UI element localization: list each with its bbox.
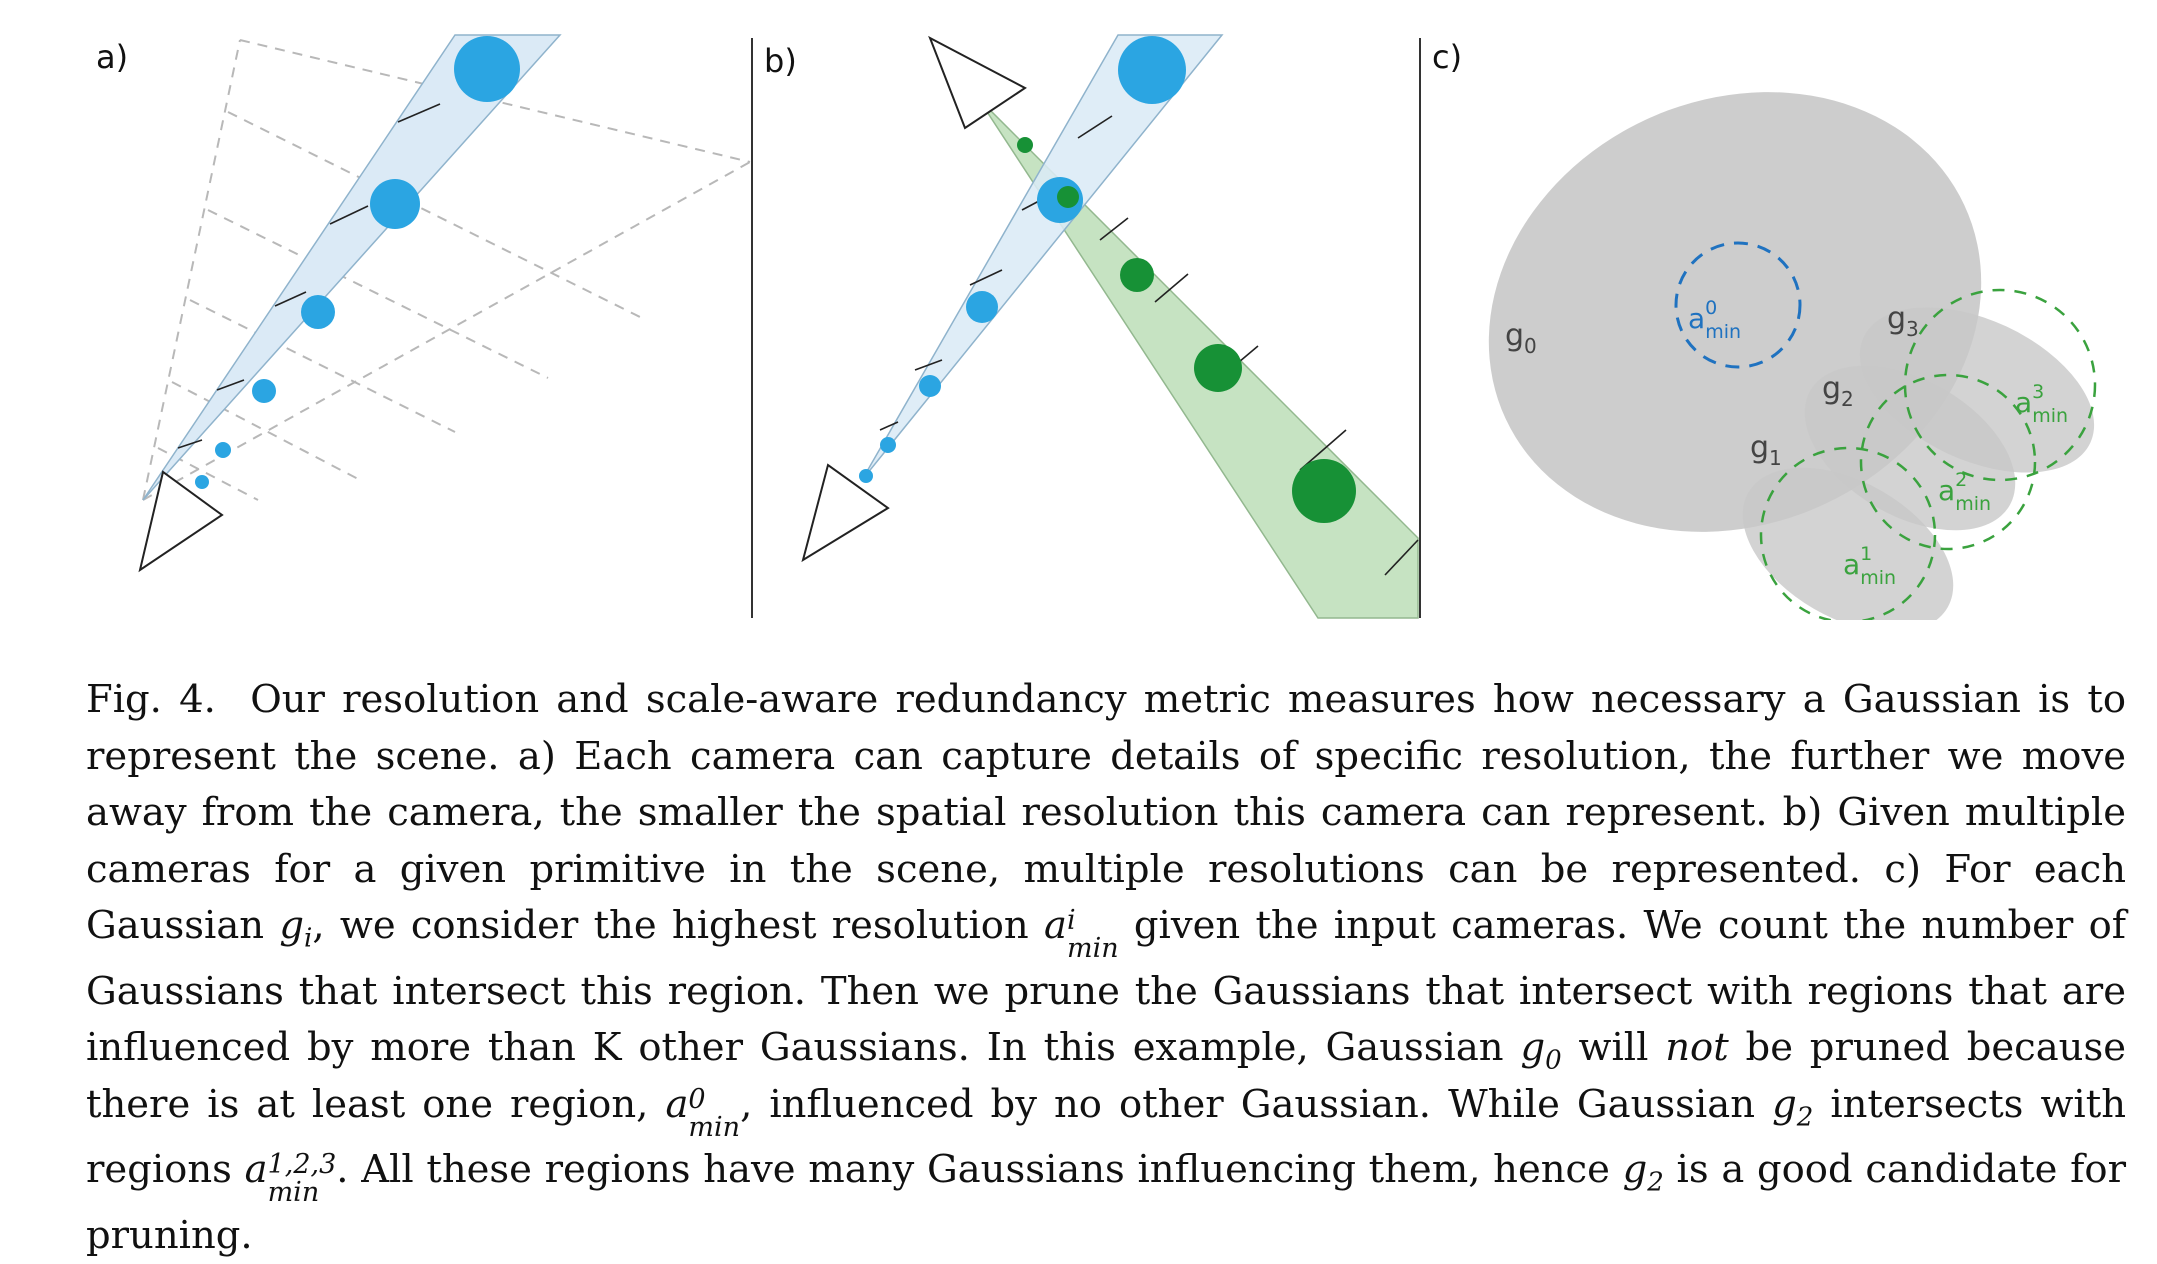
- camera-icon-2: [928, 35, 1027, 130]
- label-g2: g2: [1822, 371, 1854, 411]
- math-g0: g0: [1520, 1025, 1562, 1076]
- math-ai-min: a i min: [1044, 903, 1119, 965]
- label-g1: g1: [1750, 430, 1782, 470]
- caption-label: Fig. 4.: [86, 677, 216, 722]
- caption-text: . All these regions have many Gaussians …: [336, 1147, 1610, 1193]
- label-g3: g3: [1887, 301, 1919, 341]
- panel-c: c) g0 g1 g2 g3 a0 min a1 min a2 min a3 min: [1432, 38, 2097, 620]
- label-a0: a0 min: [1688, 297, 1741, 343]
- panel-b: b): [764, 34, 1419, 619]
- label-g0: g0: [1505, 318, 1537, 358]
- region-a2: [1859, 373, 2037, 551]
- label-a1: a1 min: [1843, 543, 1896, 589]
- label-a2: a2 min: [1938, 469, 1991, 515]
- caption-text: be pruned because there is at least one …: [86, 1025, 2126, 1127]
- panel-b-label: b): [764, 42, 797, 80]
- region-a1: [1759, 446, 1937, 620]
- emphasis-not: not: [1665, 1025, 1729, 1071]
- math-a123-min: a 1,2,3 min: [244, 1147, 337, 1209]
- cone-dividers: [177, 103, 441, 449]
- panel-a-label: a): [96, 38, 128, 76]
- caption-text: , we consider the highest resolution: [312, 903, 1029, 948]
- region-a0: [1674, 241, 1802, 369]
- math-g2: g2: [1772, 1081, 1814, 1133]
- camera-icon: [138, 470, 224, 573]
- caption-text: will: [1578, 1025, 1649, 1071]
- panel-c-label: c): [1432, 38, 1462, 76]
- math-a0-min: a 0 min: [665, 1081, 741, 1143]
- camera-icon-1: [801, 463, 890, 563]
- green-gaussians: [1017, 137, 1356, 523]
- blue-gaussians: [195, 36, 520, 489]
- blue-cone: [861, 34, 1224, 481]
- region-a3: [1903, 288, 2097, 482]
- resolution-cone: [142, 34, 562, 501]
- panel-a: a): [96, 34, 751, 573]
- caption-text: , influenced by no other Gaussian. While…: [740, 1081, 1755, 1127]
- label-a3: a3 min: [2015, 381, 2068, 427]
- math-gi: gi: [279, 903, 313, 954]
- figure-caption: Fig. 4. Our resolution and scale-aware r…: [86, 672, 2126, 1264]
- blue-gaussians-b: [859, 36, 1186, 483]
- math-g2b: g2: [1622, 1147, 1664, 1198]
- caption-text: Our resolution and scale-aware redundanc…: [86, 677, 2126, 948]
- figure: a): [96, 34, 2097, 620]
- caption-text: intersects with regions: [86, 1081, 2127, 1193]
- overlap-gaussian: [1057, 186, 1079, 208]
- caption-text: given the input cameras. We count the nu…: [86, 903, 2127, 1071]
